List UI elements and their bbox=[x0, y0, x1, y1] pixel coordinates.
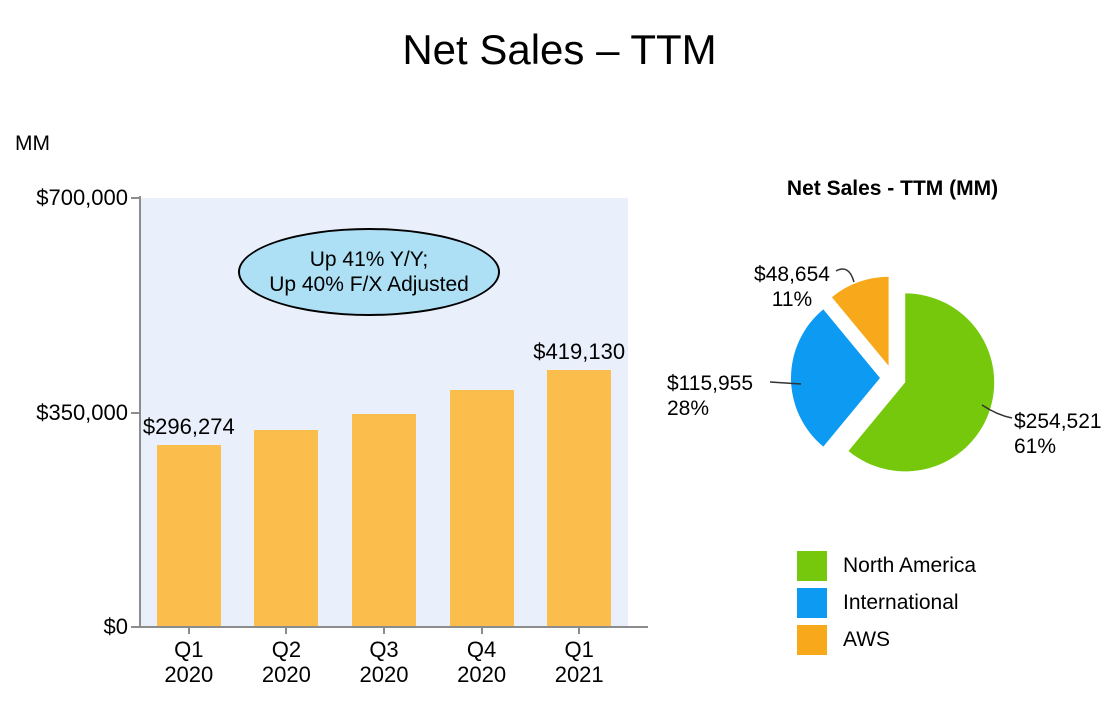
bar-value-label: $296,274 bbox=[142, 414, 235, 440]
y-axis-label: $0 bbox=[103, 614, 128, 639]
x-axis-label: Q4 2020 bbox=[457, 637, 507, 687]
leader-line-north-america bbox=[981, 404, 1013, 419]
leader-line-international bbox=[769, 381, 802, 385]
bar-q4-2020 bbox=[449, 390, 514, 627]
x-axis-label: Q2 2020 bbox=[261, 637, 311, 687]
x-axis-label: Q3 2020 bbox=[359, 637, 409, 687]
legend-label: International bbox=[843, 591, 959, 614]
x-axis-line bbox=[132, 626, 648, 628]
legend-label: North America bbox=[843, 554, 977, 577]
x-axis-tick bbox=[578, 628, 581, 634]
bar-q3-2020 bbox=[352, 413, 416, 627]
pie-label-aws-percent: 11% bbox=[771, 288, 813, 311]
y-axis-tick bbox=[131, 411, 140, 414]
pie-title: Net Sales - TTM (MM) bbox=[786, 177, 999, 200]
legend-row: North America bbox=[797, 551, 976, 581]
x-axis-tick bbox=[285, 628, 288, 634]
page-title: Net Sales – TTM bbox=[402, 26, 717, 73]
legend-swatch-aws bbox=[797, 625, 827, 655]
bar-value-label: $419,130 bbox=[533, 339, 626, 365]
y-axis-tick bbox=[131, 626, 140, 628]
legend-row: AWS bbox=[797, 625, 976, 655]
pie-label-international: $115,955 28% bbox=[667, 371, 753, 421]
legend-row: International bbox=[797, 588, 976, 618]
legend-swatch-international bbox=[797, 588, 827, 618]
pie-slice-aws bbox=[831, 276, 889, 366]
pie-label-north-america: $254,521 61% bbox=[1014, 409, 1102, 459]
y-axis-tick bbox=[131, 197, 140, 199]
x-axis-label: Q1 2020 bbox=[164, 637, 214, 687]
bar-q1-2020 bbox=[156, 445, 221, 627]
units-label: MM bbox=[15, 132, 50, 155]
x-axis-tick bbox=[383, 628, 385, 634]
bar-q2-2020 bbox=[254, 429, 319, 627]
callout-line1: Up 41% Y/Y; bbox=[309, 248, 429, 271]
leader-line-aws bbox=[835, 268, 855, 283]
pie-slice-international bbox=[791, 309, 880, 447]
y-axis-label: $700,000 bbox=[36, 185, 128, 210]
pie-label-north-america-percent: 61% bbox=[1014, 435, 1057, 458]
legend-label: AWS bbox=[843, 628, 891, 651]
legend-swatch-north-america bbox=[797, 551, 827, 581]
x-axis-tick bbox=[187, 628, 190, 634]
pie-label-aws-value: $48,654 bbox=[754, 263, 830, 286]
y-axis-label: $350,000 bbox=[36, 399, 128, 425]
pie-slice-north-america bbox=[848, 293, 995, 472]
callout-line2: Up 40% F/X Adjusted bbox=[269, 273, 469, 296]
x-axis-label: Q1 2021 bbox=[554, 637, 604, 687]
pie-label-international-value: $115,955 bbox=[667, 372, 754, 395]
pie-label-aws: $48,654 11% bbox=[728, 262, 856, 312]
callout-ellipse: Up 41% Y/Y; Up 40% F/X Adjusted bbox=[238, 228, 500, 316]
bar-q1-2021 bbox=[547, 370, 612, 627]
pie-label-north-america-value: $254,521 bbox=[1014, 410, 1102, 433]
x-axis-tick bbox=[480, 628, 483, 634]
pie-chart bbox=[769, 268, 1013, 472]
pie-label-international-percent: 28% bbox=[667, 397, 710, 420]
legend: North America International AWS bbox=[797, 551, 976, 662]
y-axis-line bbox=[139, 196, 141, 627]
